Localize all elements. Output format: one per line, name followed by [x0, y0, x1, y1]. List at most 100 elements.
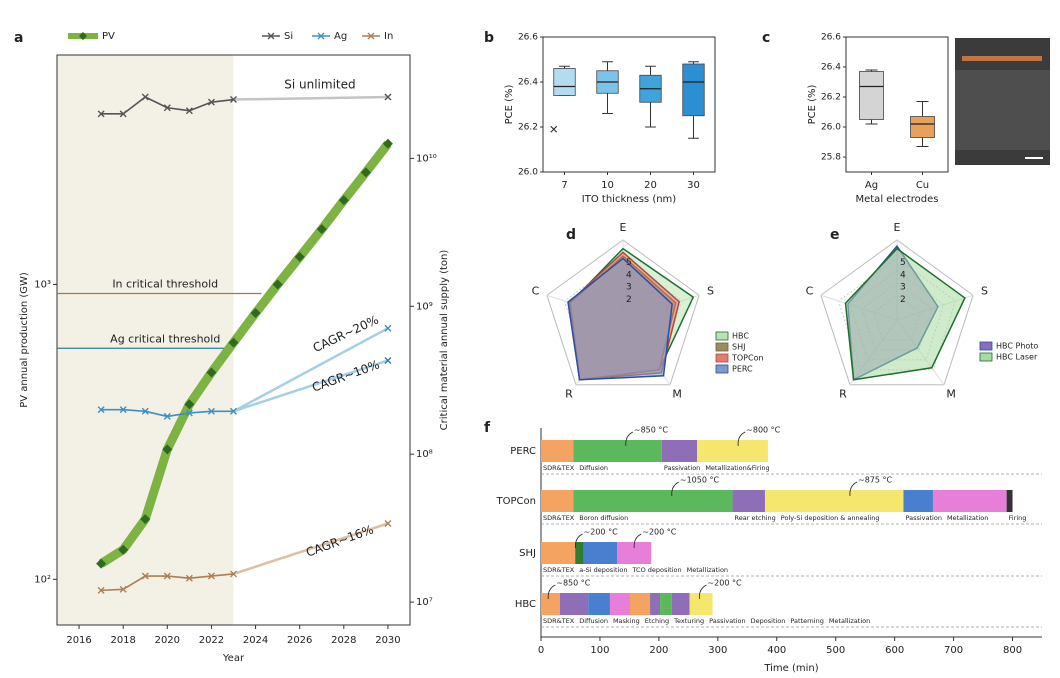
figure: a2016201820202022202420262028203010²10³1…	[0, 0, 1060, 678]
step-label: Poly-Si deposition & annealing	[781, 514, 880, 522]
legend-label: Si	[284, 31, 293, 42]
threshold-label: Ag critical threshold	[110, 332, 220, 345]
step-label: Passivation	[664, 464, 700, 472]
process-step	[630, 593, 650, 615]
legend-swatch	[716, 332, 728, 340]
temp-label: ~1050 °C	[680, 476, 720, 485]
x-tick-label: Cu	[916, 180, 929, 191]
radar-axis-label: C	[806, 285, 814, 298]
y-tick-label: 26.4	[821, 63, 841, 73]
panel-label: d	[566, 227, 576, 243]
process-step	[1007, 490, 1013, 512]
legend-label: PERC	[732, 365, 753, 374]
process-step	[733, 490, 765, 512]
x-tick-label: 300	[708, 645, 727, 656]
legend-swatch	[716, 343, 728, 351]
process-step	[660, 593, 672, 615]
box	[911, 117, 935, 138]
step-label: Deposition	[751, 617, 786, 625]
page: a2016201820202022202420262028203010²10³1…	[0, 0, 1060, 678]
x-tick-label: 400	[767, 645, 786, 656]
temp-label: ~800 °C	[746, 426, 781, 435]
panel-label: e	[830, 227, 840, 243]
panel-label: a	[14, 30, 23, 46]
y2-axis-label: Critical material annual supply (ton)	[439, 250, 450, 431]
legend-label: HBC	[732, 332, 749, 341]
process-step	[903, 490, 932, 512]
y-axis-label: PV annual production (GW)	[19, 272, 30, 408]
x-tick-label: Ag	[865, 180, 878, 191]
x-tick-label: 600	[885, 645, 904, 656]
x-tick-label: 500	[826, 645, 845, 656]
x-tick-label: 100	[590, 645, 609, 656]
step-label: a-Si deposition	[579, 566, 627, 574]
process-step	[575, 542, 583, 564]
box	[554, 69, 576, 96]
temp-label: ~850 °C	[634, 426, 669, 435]
x-axis-label: Time (min)	[763, 663, 818, 674]
step-label: Metallization	[947, 514, 988, 522]
legend-swatch	[716, 354, 728, 362]
sem-texture	[955, 70, 1050, 150]
process-step	[672, 593, 690, 615]
process-step	[610, 593, 630, 615]
process-step	[690, 593, 713, 615]
y-tick-label: 26.2	[821, 93, 841, 103]
step-label: SDR&TEX	[543, 566, 575, 574]
x-tick-label: 2022	[199, 635, 224, 646]
radar-tick-label: 3	[900, 283, 906, 293]
y-tick-label: 26.2	[518, 123, 538, 133]
box	[683, 64, 705, 116]
x-tick-label: 30	[687, 180, 700, 191]
process-step	[697, 440, 768, 462]
radar-tick-label: 3	[626, 283, 632, 293]
radar-axis-label: R	[565, 387, 573, 400]
radar-tick-label: 5	[626, 258, 632, 268]
panel-label: c	[762, 30, 770, 46]
step-label: Metallization	[687, 566, 728, 574]
panel-label: f	[484, 420, 491, 436]
temp-label: ~850 °C	[556, 579, 591, 588]
y-tick-label: 26.4	[518, 78, 538, 88]
step-label: TCO deposition	[631, 566, 681, 574]
row-label: HBC	[515, 599, 536, 610]
radar-tick-label: 5	[900, 258, 906, 268]
step-label: Etching	[645, 617, 669, 625]
x-tick-label: 200	[649, 645, 668, 656]
sem-electrode-band	[962, 56, 1042, 61]
process-step	[541, 440, 573, 462]
row-label: TOPCon	[496, 496, 536, 507]
legend-label: In	[384, 31, 393, 42]
step-label: SDR&TEX	[543, 514, 575, 522]
step-label: Texturing	[673, 617, 704, 625]
y-tick-label: 26.6	[821, 33, 841, 43]
radar-axis-label: M	[672, 387, 682, 400]
legend-label: SHJ	[732, 343, 745, 352]
x-tick-label: 2016	[66, 635, 91, 646]
x-tick-label: 2026	[287, 635, 312, 646]
process-step	[662, 440, 697, 462]
process-step	[541, 542, 575, 564]
y-tick-label: 10³	[34, 279, 51, 290]
process-step	[650, 593, 660, 615]
process-step	[541, 593, 560, 615]
step-label: Boron diffusion	[579, 514, 628, 522]
box	[860, 72, 884, 120]
x-tick-label: 20	[644, 180, 657, 191]
step-label: SDR&TEX	[543, 617, 575, 625]
temp-label: ~200 °C	[642, 528, 677, 537]
step-label: Diffusion	[579, 617, 608, 625]
step-label: Patterning	[790, 617, 823, 625]
legend-swatch	[716, 365, 728, 373]
y2-tick-label: 10⁹	[416, 301, 433, 312]
step-label: Metallization&Firing	[705, 464, 769, 472]
temp-label: ~200 °C	[584, 528, 619, 537]
y-axis-label: PCE (%)	[504, 85, 515, 125]
process-step	[573, 440, 661, 462]
x-axis-label: ITO thickness (nm)	[582, 194, 677, 205]
series-note: Si unlimited	[284, 78, 355, 92]
radar-axis-label: E	[894, 221, 901, 234]
step-label: Metallization	[829, 617, 870, 625]
process-step	[560, 593, 588, 615]
legend-label: PV	[102, 31, 115, 42]
